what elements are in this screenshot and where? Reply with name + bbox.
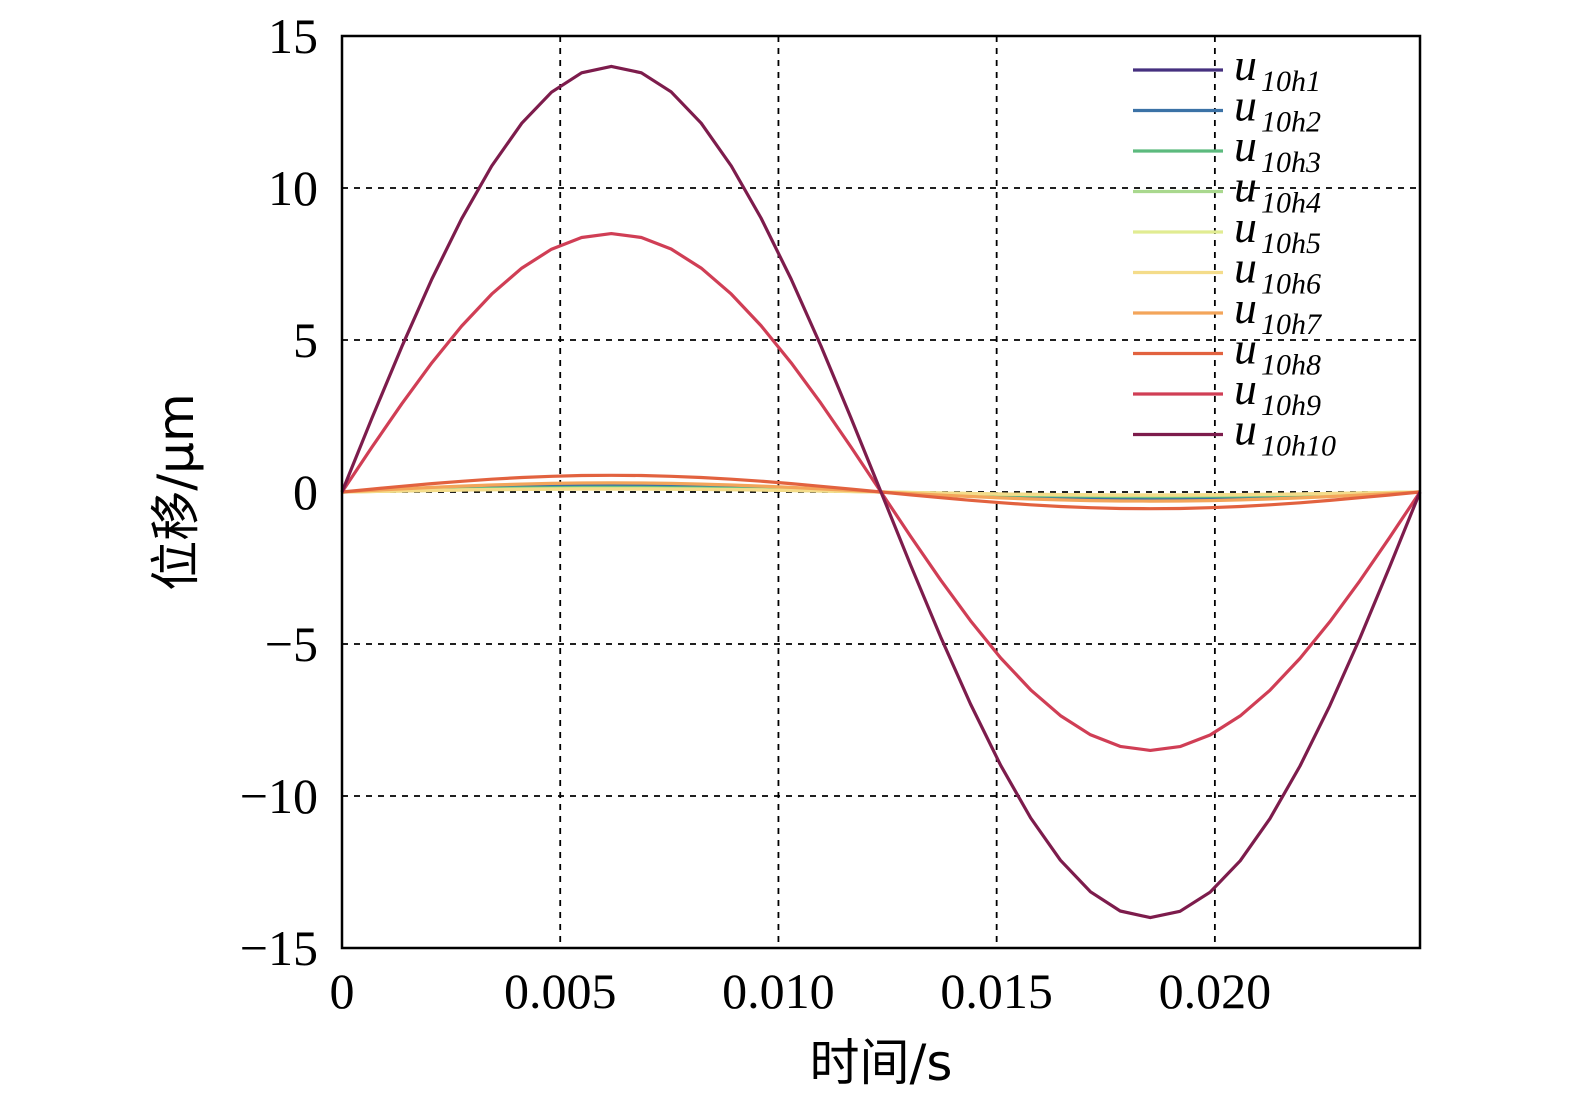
y-tick-label: −15 (240, 920, 318, 976)
y-axis-ticks: 15 10 5 0 −5 −10 −15 (240, 8, 318, 976)
y-tick-label: −10 (240, 768, 318, 824)
y-axis-label: 位移/μm (147, 393, 205, 590)
series-line-10h10 (340, 64, 1422, 920)
x-tick-label: 0.005 (504, 963, 617, 1019)
y-tick-label: 5 (293, 312, 318, 368)
x-tick-label: 0 (330, 963, 355, 1019)
y-tick-label: 15 (268, 8, 318, 64)
plot-frame (340, 34, 1422, 950)
y-tick-label: 10 (268, 160, 318, 216)
y-tick-label: 0 (293, 464, 318, 520)
x-tick-label: 0.015 (940, 963, 1053, 1019)
x-tick-label: 0.010 (722, 963, 835, 1019)
x-tick-label: 0.020 (1159, 963, 1272, 1019)
y-tick-label: −5 (265, 616, 318, 672)
x-axis-ticks: 0 0.005 0.010 0.015 0.020 (330, 963, 1272, 1019)
x-axis-label: 时间/s (810, 1034, 953, 1092)
grid-lines (342, 36, 1420, 948)
series-lines (340, 64, 1422, 920)
